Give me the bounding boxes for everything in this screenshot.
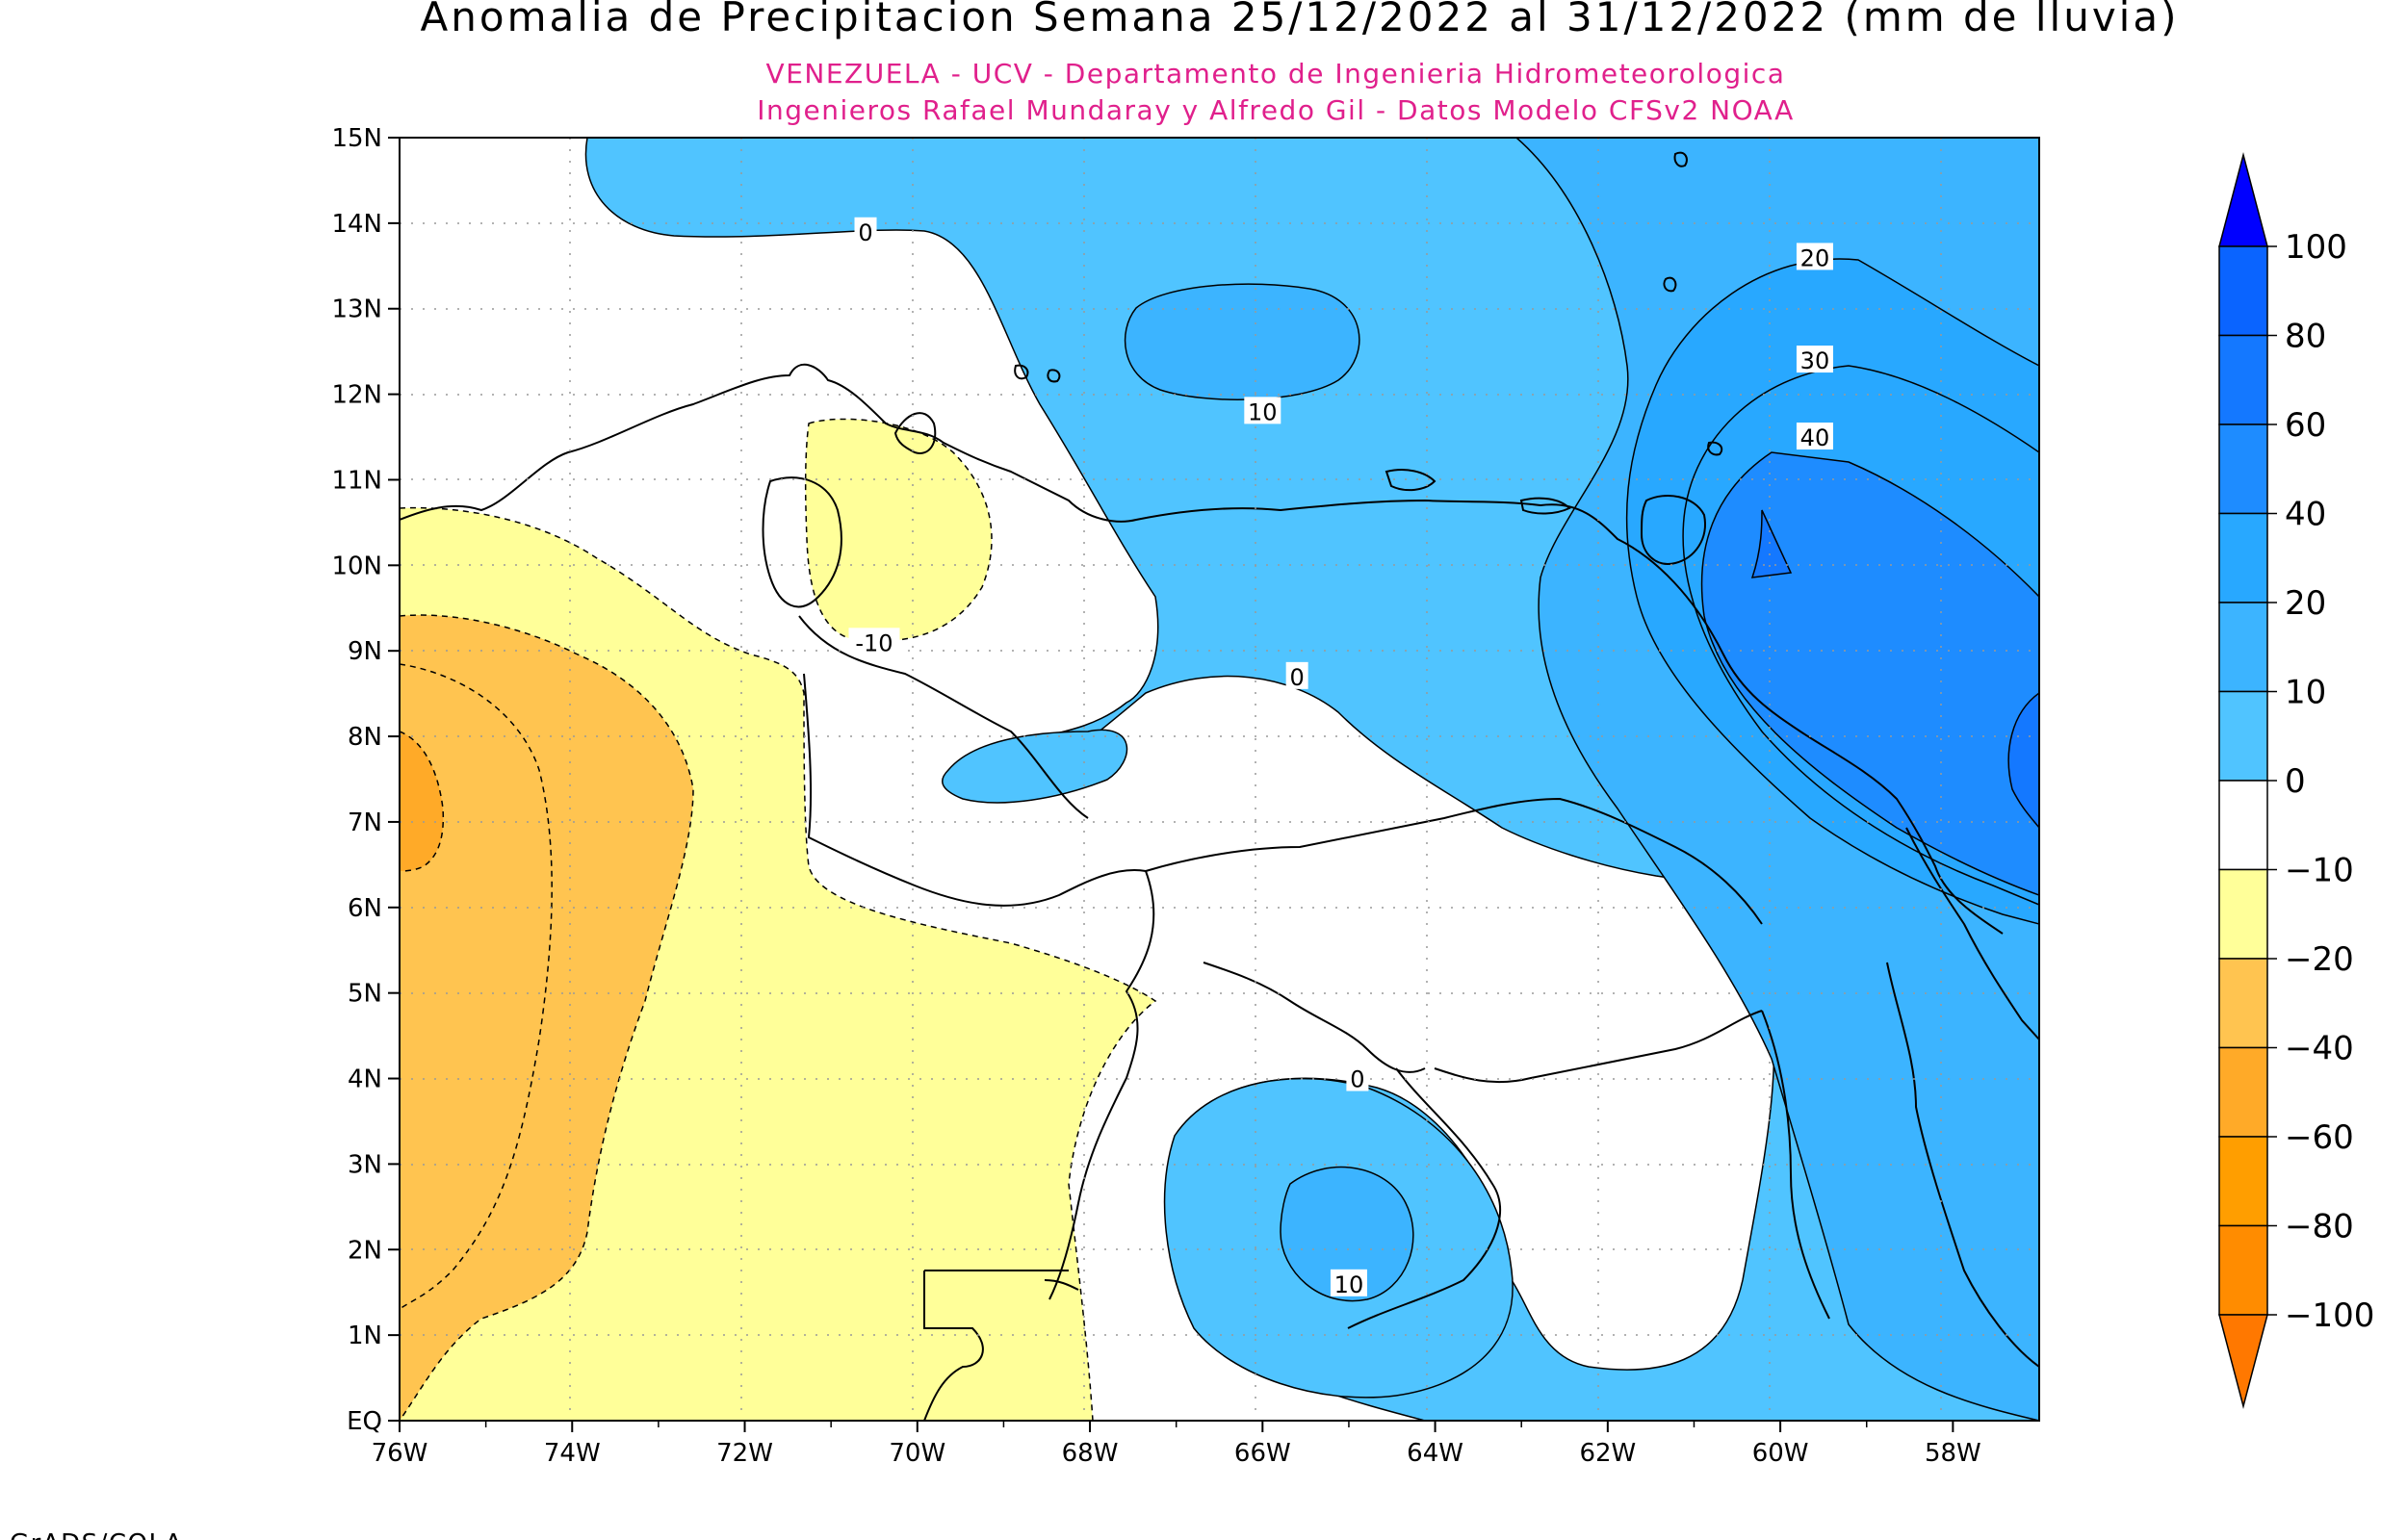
contour-label-bg: [1346, 1064, 1369, 1091]
map-frame: [399, 137, 2040, 1422]
colorbar-label: 10: [2285, 674, 2326, 712]
y-tick-label: EQ: [347, 1407, 382, 1436]
y-tick-label: 11N: [331, 466, 382, 495]
y-tick-label: 3N: [348, 1150, 382, 1179]
anomaly-60-east: [2007, 692, 2039, 830]
y-tick-label: 15N: [331, 124, 382, 153]
y-tick-label: 14N: [331, 210, 382, 239]
anomaly-field: [400, 138, 2039, 1421]
llanos-blue-lobe: [942, 729, 1128, 804]
anomaly-60-contour: [1750, 509, 1793, 578]
y-tick-label: 7N: [348, 808, 382, 837]
contour-label-bg: [1796, 423, 1833, 450]
colorbar-label: 20: [2285, 584, 2326, 623]
y-tick-label: 12N: [331, 381, 382, 410]
x-tick-label: 68W: [1062, 1439, 1119, 1468]
contour-label-bg: [1796, 243, 1833, 270]
negative-20-zone: [400, 614, 694, 1421]
y-tick-label: 9N: [348, 637, 382, 666]
x-tick-label: 58W: [1925, 1439, 1981, 1468]
x-tick-label: 66W: [1234, 1439, 1291, 1468]
contour-label: 10: [1248, 398, 1278, 425]
y-tick-label: 10N: [331, 552, 382, 580]
contour-label-bg: [1244, 397, 1281, 424]
colorbar-segment: [2218, 1046, 2268, 1138]
colorbar-segment: [2218, 512, 2268, 603]
coastlines-borders: [400, 151, 2039, 1421]
contour-label: 0: [1290, 664, 1305, 691]
colorbar-label: 80: [2285, 318, 2326, 356]
contour-label-bg: [854, 217, 877, 244]
y-tick-label: 5N: [348, 980, 382, 1009]
map-subtitle-1: VENEZUELA - UCV - Departamento de Ingeni…: [766, 58, 1786, 90]
colorbar-label: −60: [2285, 1118, 2354, 1157]
y-tick-label: 8N: [348, 723, 382, 752]
contour-label: 0: [1350, 1066, 1364, 1093]
anomaly-30-contour: [1682, 365, 2039, 906]
contour-label: 40: [1800, 424, 1830, 451]
x-tick-label: 72W: [716, 1439, 773, 1468]
colorbar-label: −40: [2285, 1030, 2354, 1068]
y-axis: EQ 1N 2N 3N 4N 5N 6N 7N 8N 9N 10N 11N 12N 13N 14N 15N: [331, 124, 400, 1436]
y-tick-label: 6N: [348, 894, 382, 923]
contour-labels: 0 10 20 30 40 -10 0 0 10: [848, 217, 1833, 1298]
colorbar-label: −10: [2285, 852, 2354, 890]
contour-label: 20: [1800, 244, 1830, 271]
footer-credit: GrADS/COLA: [10, 1529, 183, 1540]
colorbar-segment: [2218, 958, 2268, 1049]
contour-label: 30: [1800, 347, 1830, 374]
colorbar-label: 100: [2285, 228, 2347, 267]
y-tick-label: 4N: [348, 1065, 382, 1094]
colorbar-segment: [2218, 868, 2268, 960]
colorbar-segment: [2218, 780, 2268, 871]
colorbar-top-arrow: [2218, 152, 2268, 247]
x-tick-label: 70W: [889, 1439, 945, 1468]
x-tick-label: 76W: [372, 1439, 428, 1468]
colorbar-label: 60: [2285, 406, 2326, 445]
colorbar-segment: [2218, 1136, 2268, 1227]
contour-label: 0: [858, 219, 872, 246]
colorbar-bottom-arrow: [2218, 1314, 2268, 1409]
map-title: Anomalia de Precipitacion Semana 25/12/2…: [421, 0, 2180, 40]
colorbar-label: 0: [2285, 762, 2306, 801]
amazon-10-blob: [1280, 1166, 1414, 1302]
colorbar-label: 40: [2285, 496, 2326, 534]
colorbar-label: −80: [2285, 1208, 2354, 1246]
colorbar-label: −20: [2285, 940, 2354, 979]
y-tick-label: 13N: [331, 295, 382, 324]
x-axis: 76W 74W 72W 70W 68W 66W 64W 62W 60W 58W: [372, 1421, 1981, 1468]
map-subtitle-2: Ingenieros Rafael Mundaray y Alfredo Gil…: [757, 94, 1794, 126]
caribbean-10-blob: [1124, 283, 1360, 400]
y-tick-label: 1N: [348, 1322, 382, 1350]
y-tick-label: 2N: [348, 1236, 382, 1265]
negative-60-zone: [400, 731, 445, 872]
x-tick-label: 74W: [544, 1439, 601, 1468]
colorbar-segment: [2218, 602, 2268, 693]
contour-label: -10: [855, 629, 893, 656]
colorbar-segment: [2218, 424, 2268, 515]
contour-label-bg: [848, 628, 900, 655]
colorbar-label: −100: [2285, 1296, 2374, 1335]
x-tick-label: 60W: [1752, 1439, 1809, 1468]
x-tick-label: 62W: [1579, 1439, 1636, 1468]
contour-label-bg: [1796, 346, 1833, 373]
colorbar-segment: [2218, 245, 2268, 337]
north-negative-10-zone: [804, 418, 993, 642]
colorbar-segment: [2218, 1224, 2268, 1316]
contour-label: 10: [1334, 1271, 1364, 1298]
contour-label-bg: [1285, 661, 1308, 689]
colorbar-segment: [2218, 334, 2268, 425]
x-tick-label: 64W: [1407, 1439, 1463, 1468]
contour-label-bg: [1330, 1269, 1367, 1296]
colorbar-segment: [2218, 690, 2268, 782]
